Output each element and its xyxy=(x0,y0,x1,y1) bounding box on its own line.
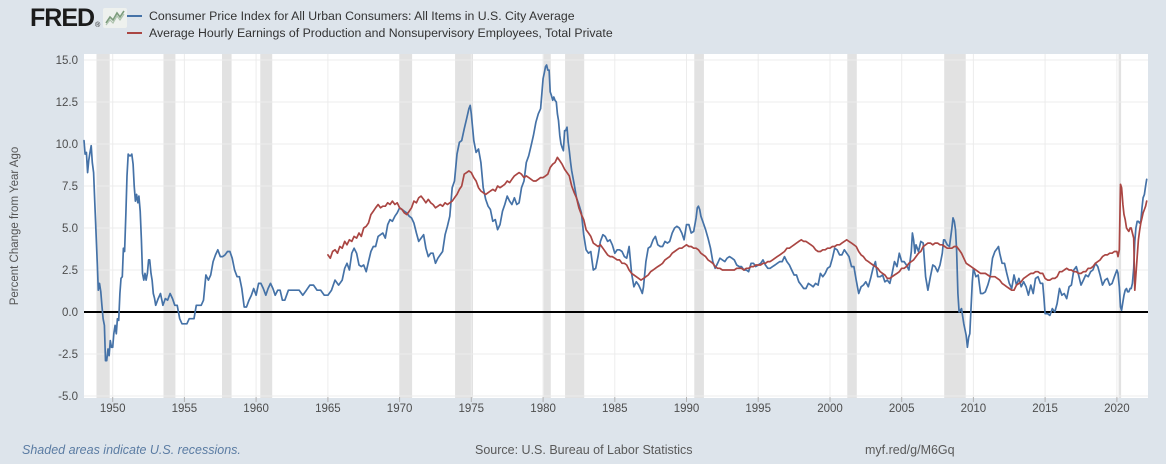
svg-text:1955: 1955 xyxy=(172,403,198,415)
series-line-ahe[interactable] xyxy=(327,156,1148,292)
fred-logo-text: FRED xyxy=(30,4,95,32)
svg-text:2.5: 2.5 xyxy=(62,265,78,277)
svg-text:10.0: 10.0 xyxy=(56,139,78,151)
source-text: Source: U.S. Bureau of Labor Statistics xyxy=(475,443,693,457)
svg-text:1970: 1970 xyxy=(387,403,413,415)
fred-logo[interactable]: FRED ® xyxy=(30,4,128,32)
svg-text:1960: 1960 xyxy=(243,403,269,415)
svg-text:-2.5: -2.5 xyxy=(58,349,78,361)
chart-legend: Consumer Price Index for All Urban Consu… xyxy=(127,7,613,41)
svg-text:2010: 2010 xyxy=(961,403,987,415)
plot-area xyxy=(84,54,1148,398)
recessions-note-link[interactable]: Shaded areas indicate U.S. recessions. xyxy=(22,443,241,457)
svg-text:1965: 1965 xyxy=(315,403,341,415)
cpi-series-dash-icon xyxy=(127,14,142,17)
svg-text:1985: 1985 xyxy=(602,403,628,415)
y-axis-labels: 15.0 12.5 10.0 7.5 5.0 2.5 0.0 -2.5 -5.0 xyxy=(56,55,78,403)
svg-text:15.0: 15.0 xyxy=(56,55,78,67)
legend-item-cpi: Consumer Price Index for All Urban Consu… xyxy=(127,7,613,24)
cpi-series-label: Consumer Price Index for All Urban Consu… xyxy=(149,8,575,23)
svg-text:1995: 1995 xyxy=(745,403,771,415)
x-axis-labels: 1950 1955 1960 1965 1970 1975 1980 1985 1990 1995… xyxy=(100,403,1130,415)
svg-text:1990: 1990 xyxy=(674,403,700,415)
registered-mark: ® xyxy=(95,22,101,29)
svg-text:12.5: 12.5 xyxy=(56,97,78,109)
svg-text:2000: 2000 xyxy=(817,403,843,415)
svg-text:7.5: 7.5 xyxy=(62,181,78,193)
chart-header: FRED ® Consumer Price Index for All Urban… xyxy=(0,0,1166,50)
svg-text:1980: 1980 xyxy=(530,403,556,415)
svg-text:1950: 1950 xyxy=(100,403,126,415)
svg-text:5.0: 5.0 xyxy=(62,223,78,235)
ahe-series-label: Average Hourly Earnings of Production an… xyxy=(149,25,613,40)
series-line-cpi[interactable] xyxy=(83,64,1148,362)
ahe-series-dash-icon xyxy=(127,31,142,34)
svg-text:2020: 2020 xyxy=(1104,403,1130,415)
x-axis-ticks xyxy=(112,397,1118,402)
sparkline-icon xyxy=(103,8,128,28)
svg-text:1975: 1975 xyxy=(459,403,485,415)
svg-text:0.0: 0.0 xyxy=(62,307,78,319)
permalink-text: myf.red/g/M6Gq xyxy=(865,443,955,457)
chart-footer: Shaded areas indicate U.S. recessions. S… xyxy=(0,443,1166,463)
svg-text:2005: 2005 xyxy=(889,403,915,415)
svg-text:2015: 2015 xyxy=(1032,403,1058,415)
legend-item-ahe: Average Hourly Earnings of Production an… xyxy=(127,24,613,41)
svg-text:-5.0: -5.0 xyxy=(58,391,78,403)
y-axis-title: Percent Change from Year Ago xyxy=(9,147,21,306)
